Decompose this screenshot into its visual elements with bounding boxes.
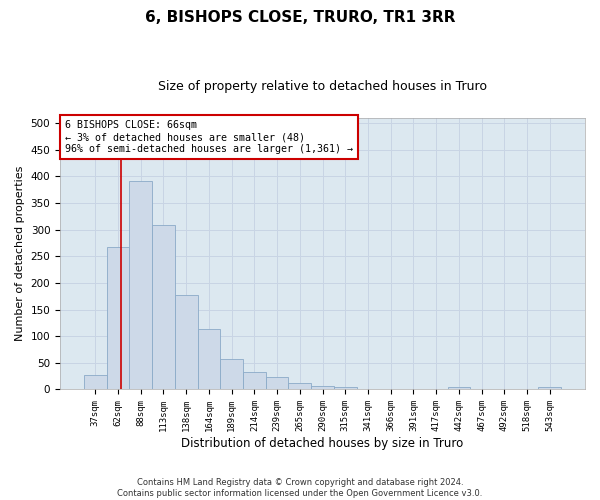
Bar [220,358,243,390]
Bar [107,247,130,390]
Bar [175,294,197,390]
Title: Size of property relative to detached houses in Truro: Size of property relative to detached ho… [158,80,487,93]
Bar [130,180,152,390]
Bar [243,372,266,390]
Bar [197,330,220,390]
Bar [152,226,175,390]
Text: Contains HM Land Registry data © Crown copyright and database right 2024.
Contai: Contains HM Land Registry data © Crown c… [118,478,482,498]
Bar [289,383,311,390]
Bar [448,387,470,390]
Bar [334,387,356,390]
Y-axis label: Number of detached properties: Number of detached properties [15,166,25,342]
Bar [266,376,289,390]
Bar [84,374,107,390]
Text: 6 BISHOPS CLOSE: 66sqm
← 3% of detached houses are smaller (48)
96% of semi-deta: 6 BISHOPS CLOSE: 66sqm ← 3% of detached … [65,120,353,154]
Bar [311,386,334,390]
X-axis label: Distribution of detached houses by size in Truro: Distribution of detached houses by size … [181,437,464,450]
Bar [538,388,561,390]
Text: 6, BISHOPS CLOSE, TRURO, TR1 3RR: 6, BISHOPS CLOSE, TRURO, TR1 3RR [145,10,455,25]
